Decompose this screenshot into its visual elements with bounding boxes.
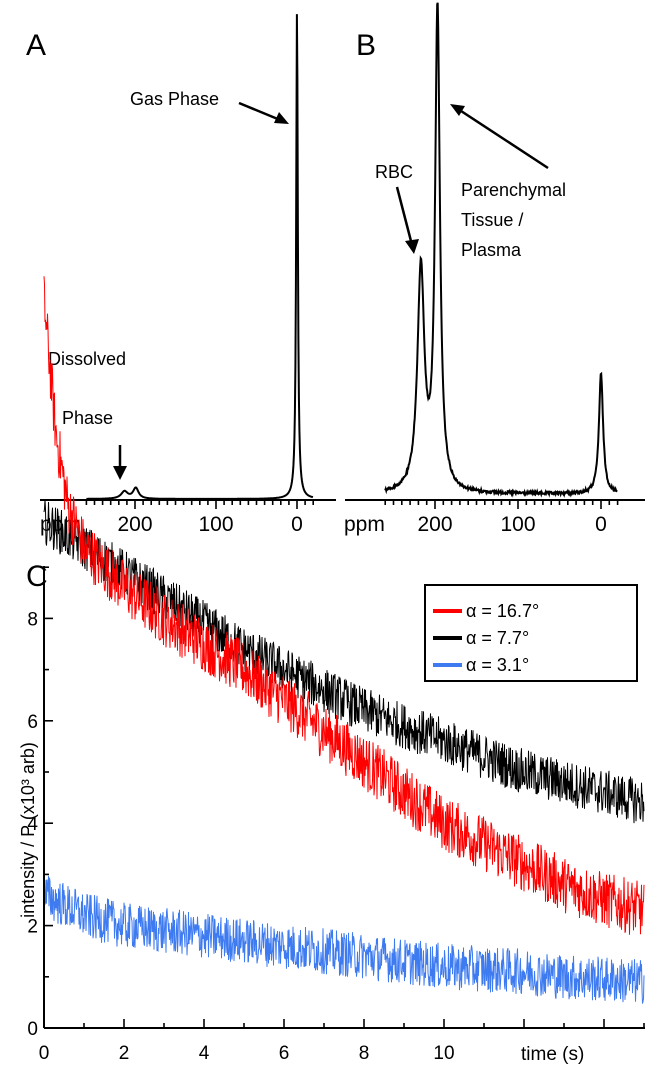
- series-line-0: [43, 276, 645, 935]
- x-tick-label: 6: [279, 1043, 290, 1064]
- panel-b-ticks: [384, 500, 619, 509]
- y-tick-label: 2: [27, 917, 38, 938]
- x-tick-label: 8: [359, 1043, 370, 1064]
- panel-a-tick-label-200: 200: [117, 513, 152, 536]
- rbc-arrow: [395, 186, 419, 254]
- panel-a-annotation-gas-phase: Gas Phase: [130, 89, 219, 109]
- panel-b-annotation-parenchymal: Parenchymal: [461, 180, 566, 200]
- panel-a-ticks: [85, 500, 315, 509]
- panel-a-letter: A: [26, 29, 46, 62]
- panel-b-annotation-tissue: Tissue /: [461, 210, 523, 230]
- panel-a-tick-label-0: 0: [291, 513, 303, 536]
- panel-b-tick-label-200: 200: [417, 513, 452, 536]
- panel-a: A ppm 200 100 0 Gas Phase Dissolved Phas…: [26, 14, 336, 536]
- panel-c-letter: C: [26, 560, 48, 593]
- legend-label: α = 3.1°: [466, 655, 529, 675]
- legend-label: α = 16.7°: [466, 601, 539, 621]
- panel-a-spectrum-line: [86, 14, 314, 500]
- parenchymal-arrow: [450, 104, 549, 170]
- x-tick-label: 10: [433, 1043, 454, 1064]
- x-tick-label: 4: [199, 1043, 210, 1064]
- panel-c-series: [43, 276, 645, 1004]
- y-tick-label: 6: [27, 712, 38, 733]
- panel-c-tick-labels: 0 2 4 6 8 10 0 2 4 6 8: [27, 609, 454, 1064]
- panel-b-x-unit-label: ppm: [344, 513, 385, 536]
- panel-b-annotation-plasma: Plasma: [461, 240, 522, 260]
- y-tick-label: 4: [27, 814, 38, 835]
- panel-b-tick-label-0: 0: [595, 513, 607, 536]
- panel-b-tick-label-100: 100: [500, 513, 535, 536]
- panel-b-annotation-rbc: RBC: [375, 162, 413, 182]
- x-tick-label: 2: [119, 1043, 130, 1064]
- x-tick-label: 0: [39, 1043, 50, 1064]
- panel-c-y-axis-label: intensity / P (x10³ arb): [18, 742, 38, 918]
- series-line-2: [43, 875, 645, 1004]
- panel-b: B ppm 200 100 0 RBC Parenchymal Tissue /…: [344, 2, 645, 536]
- panel-c-ticks: [43, 566, 645, 1029]
- legend-label: α = 7.7°: [466, 628, 529, 648]
- panel-c-x-axis-label: time (s): [521, 1044, 584, 1065]
- panel-b-letter: B: [356, 29, 376, 62]
- gas-phase-arrow: [238, 101, 289, 124]
- panel-c: C intensity / P (x10³ arb) 0 2 4 6 8 1002468 …: [18, 276, 645, 1065]
- y-tick-label: 0: [27, 1019, 38, 1040]
- y-tick-label: 8: [27, 609, 38, 630]
- panel-a-annotation-dissolved: Dissolved: [48, 349, 126, 369]
- panel-c-legend: α = 16.7° α = 7.7° α = 3.1°: [424, 584, 638, 682]
- panel-b-spectrum-line: [384, 2, 618, 498]
- panel-a-tick-label-100: 100: [198, 513, 233, 536]
- dissolved-phase-arrow: [113, 445, 127, 480]
- panel-a-annotation-phase: Phase: [62, 408, 113, 428]
